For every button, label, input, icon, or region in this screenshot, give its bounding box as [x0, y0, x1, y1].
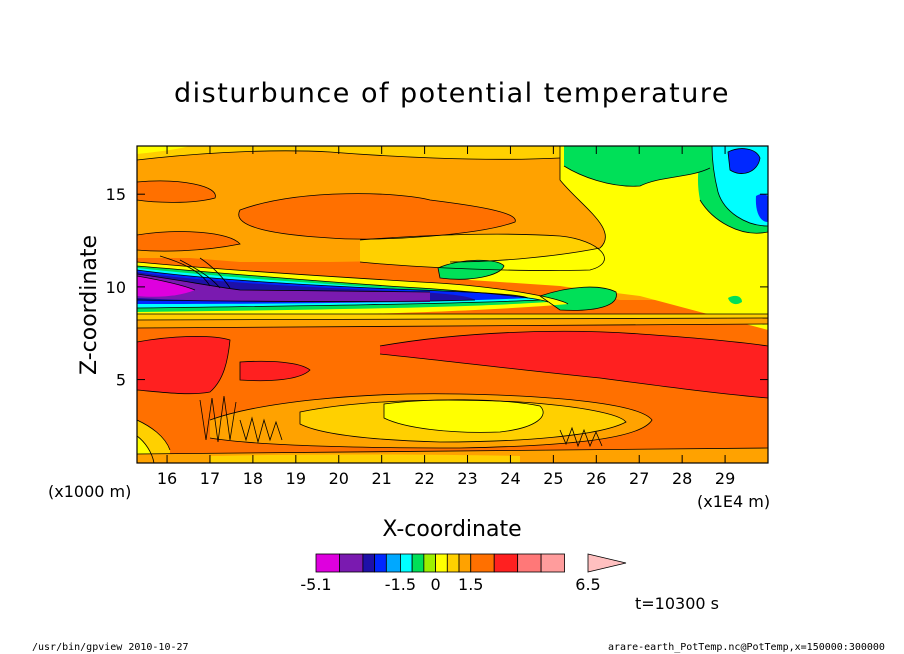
band-blue-top [728, 148, 760, 174]
colorbar-band [446, 553, 460, 573]
band-blue-right [755, 193, 768, 222]
y-unit-label: (x1000 m) [48, 482, 131, 501]
x-tick-label: 18 [243, 469, 263, 488]
band-layer-purple [137, 274, 430, 303]
colorbar-tick-label: -5.1 [300, 575, 331, 594]
y-tick-label: 5 [116, 371, 126, 390]
colorbar-band [385, 553, 401, 573]
x-tick-label: 24 [500, 469, 520, 488]
y-axis-label: Z-coordinate [77, 235, 102, 375]
colorbar-extend-arrow [587, 553, 627, 573]
y-tick-label: 15 [106, 185, 126, 204]
y-tick-label: 10 [106, 278, 126, 297]
time-annotation: t=10300 s [635, 594, 719, 613]
band-upper-dark-orange-3 [137, 231, 240, 252]
colorbar-band [362, 553, 376, 573]
colorbar-band [411, 553, 425, 573]
colorbar-band [423, 553, 436, 573]
x-tick-label: 17 [200, 469, 220, 488]
colorbar-tick-label: 0 [430, 575, 440, 594]
x-tick-label: 26 [586, 469, 606, 488]
colorbar: -5.1 -1.5 0 1.5 6.5 [300, 553, 627, 594]
colorbar-band [493, 553, 519, 573]
contour-field [137, 146, 768, 463]
x-tick-label: 19 [286, 469, 306, 488]
colorbar-tick-label: 6.5 [575, 575, 600, 594]
colorbar-band [374, 553, 387, 573]
x-axis: 16 17 18 19 20 21 22 23 24 25 26 27 28 29 [157, 146, 735, 488]
band-upper-gold [137, 146, 560, 160]
x-tick-label: 16 [157, 469, 177, 488]
x-tick-label: 25 [543, 469, 563, 488]
x-tick-label: 21 [371, 469, 391, 488]
band-green-3 [438, 260, 504, 280]
band-bottom-strip-2 [210, 454, 520, 463]
turbulent-region [199, 395, 603, 448]
colorbar-band [458, 553, 472, 573]
band-green-1 [564, 146, 710, 187]
footer-right: arare-earth_PotTemp.nc@PotTemp,x=150000:… [608, 642, 885, 653]
x-tick-label: 27 [629, 469, 649, 488]
x-unit-label: (x1E4 m) [697, 492, 770, 511]
band-red-right [380, 331, 768, 398]
band-yellow [440, 146, 768, 330]
band-upper-dark-orange-1 [238, 193, 516, 240]
chart-title: disturbunce of potential temperature [174, 78, 730, 109]
colorbar-band [435, 553, 448, 573]
band-upper-dark-orange-2 [137, 180, 216, 203]
band-green-5 [728, 295, 742, 305]
band-layer-magenta [137, 276, 195, 297]
colorbar-band [540, 553, 565, 573]
band-lower-amber [137, 318, 768, 328]
plot-frame [136, 145, 769, 464]
x-tick-label: 22 [414, 469, 434, 488]
band-red-mid [240, 361, 310, 381]
contour-lines [137, 146, 768, 463]
colorbar-tick-label: -1.5 [385, 575, 416, 594]
y-axis: 5 10 15 [106, 185, 768, 390]
colorbar-band [315, 553, 340, 573]
x-axis-label: X-coordinate [382, 517, 521, 542]
footer-left: /usr/bin/gpview 2010-10-27 [32, 642, 189, 653]
band-lens-yellow [384, 399, 544, 433]
x-tick-label: 29 [715, 469, 735, 488]
colorbar-band [470, 553, 495, 573]
colorbar-band [400, 553, 413, 573]
colorbar-band [339, 553, 364, 573]
x-tick-label: 23 [457, 469, 477, 488]
x-tick-label: 20 [329, 469, 349, 488]
colorbar-band [517, 553, 542, 573]
band-red-left [137, 336, 230, 394]
band-yellow-top-left [137, 146, 190, 154]
x-tick-label: 28 [672, 469, 692, 488]
colorbar-tick-label: 1.5 [458, 575, 483, 594]
